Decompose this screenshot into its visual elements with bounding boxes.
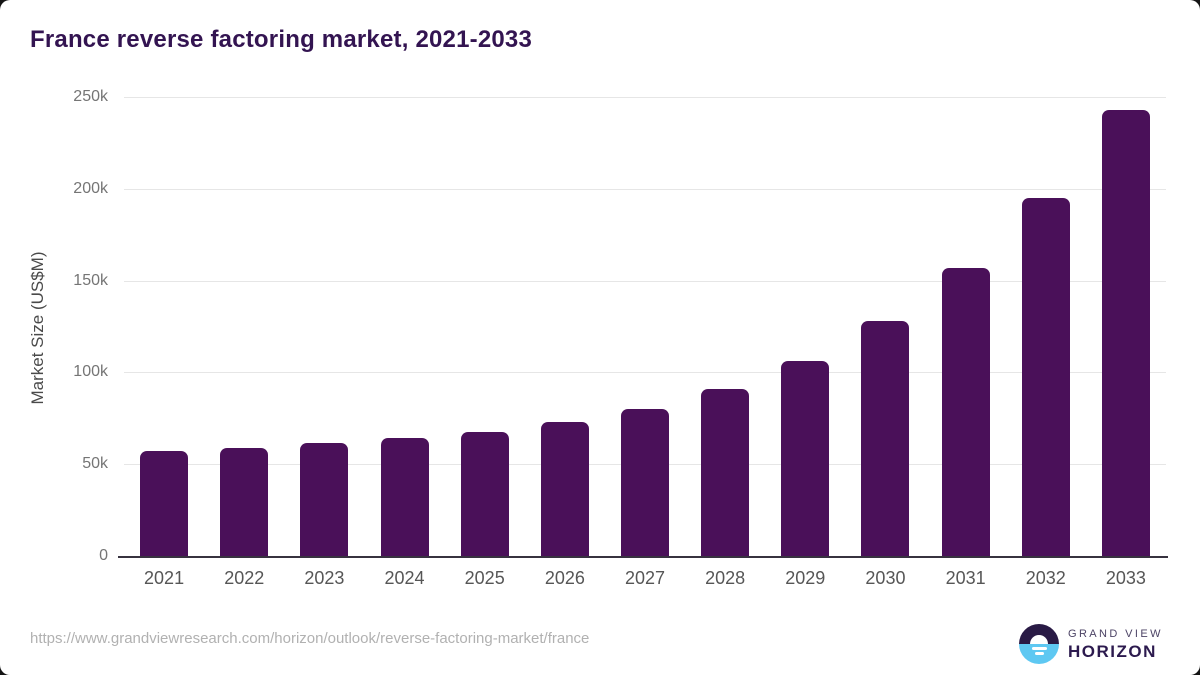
sun-shape: [1030, 635, 1048, 644]
bar-2026[interactable]: [540, 421, 589, 556]
bar-2032[interactable]: [1021, 197, 1070, 556]
bar-2033[interactable]: [1101, 109, 1150, 556]
bar-2028[interactable]: [701, 388, 750, 556]
bar-2025[interactable]: [460, 432, 509, 556]
xtick-label-2021: 2021: [144, 568, 185, 588]
gridline-200k: [124, 188, 1166, 190]
ytick-label-50k: 50k: [82, 455, 108, 473]
ytick-label-100k: 100k: [73, 363, 108, 381]
gridline-250k: [124, 97, 1166, 98]
xtick-label-2025: 2025: [464, 568, 505, 588]
xtick-label-2026: 2026: [544, 568, 585, 588]
xtick-label-2030: 2030: [865, 568, 906, 588]
bar-2031[interactable]: [941, 267, 990, 556]
ytick-label-150k: 150k: [73, 271, 108, 289]
brand-name-top: GRAND VIEW: [1068, 627, 1163, 640]
xtick-label-2032: 2032: [1025, 568, 1066, 588]
ytick-label-0: 0: [99, 547, 108, 564]
xtick-label-2022: 2022: [224, 568, 265, 588]
brand-logo: GRAND VIEW HORIZON: [1019, 624, 1163, 664]
brand-name-bottom: HORIZON: [1068, 641, 1157, 661]
xtick-label-2031: 2031: [945, 568, 986, 588]
reflection-line: [1032, 647, 1047, 650]
gridline-150k: [124, 280, 1166, 282]
bar-2027[interactable]: [621, 409, 669, 556]
xtick-label-2028: 2028: [705, 568, 746, 588]
bar-2023[interactable]: [300, 443, 349, 556]
bar-2021[interactable]: [140, 451, 189, 556]
brand-wordmark: GRAND VIEW HORIZON: [1068, 627, 1163, 661]
reflection-line: [1035, 652, 1044, 655]
bar-2022[interactable]: [220, 447, 269, 556]
y-axis-title: Market Size (US$M): [28, 251, 47, 405]
ytick-label-250k: 250k: [73, 88, 108, 105]
horizon-sun-icon: [1019, 624, 1059, 664]
gridline-100k: [124, 372, 1166, 374]
xtick-label-2033: 2033: [1105, 568, 1146, 588]
ytick-label-200k: 200k: [73, 179, 108, 197]
source-url-link[interactable]: https://www.grandviewresearch.com/horizo…: [30, 630, 590, 647]
bar-2024[interactable]: [380, 438, 429, 556]
bar-2029[interactable]: [781, 361, 830, 556]
chart-title: France reverse factoring market, 2021-20…: [30, 26, 533, 53]
xtick-label-2024: 2024: [384, 568, 425, 588]
x-axis-line: [118, 556, 1168, 558]
bar-2030[interactable]: [861, 320, 910, 556]
xtick-label-2027: 2027: [624, 568, 666, 588]
xtick-label-2023: 2023: [304, 568, 345, 588]
xtick-label-2029: 2029: [785, 568, 826, 588]
